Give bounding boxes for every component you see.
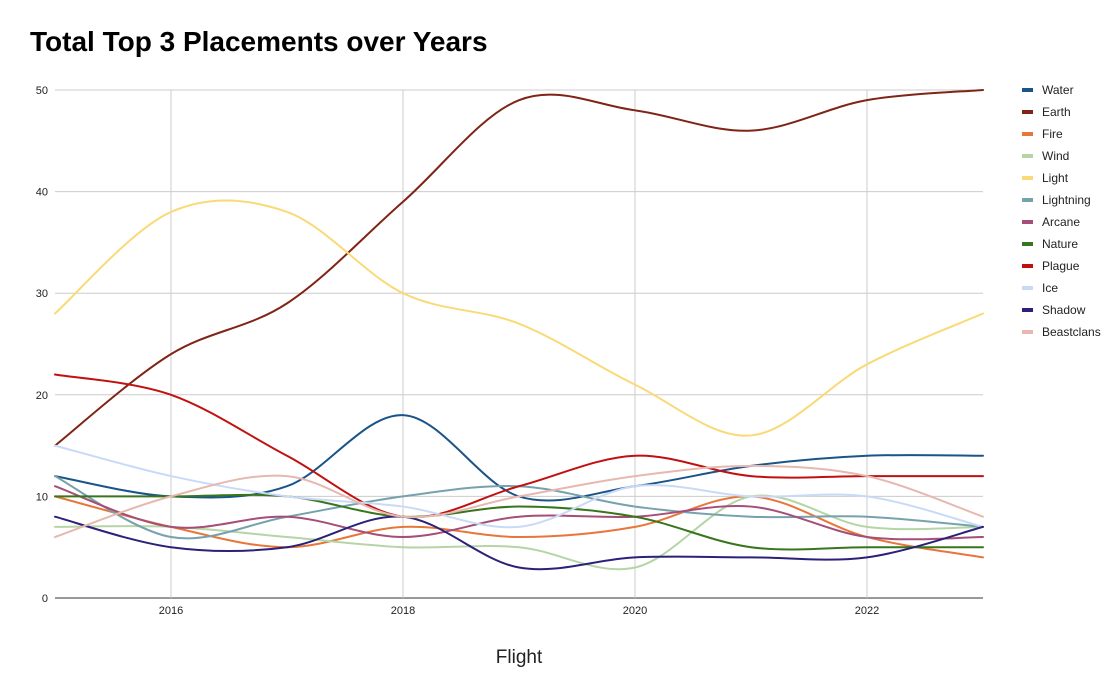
y-tick-label: 50 xyxy=(36,85,48,97)
legend-label-plague: Plague xyxy=(1042,259,1080,273)
y-tick-label: 0 xyxy=(42,593,48,605)
chart-title: Total Top 3 Placements over Years xyxy=(30,26,488,57)
series-line-wind xyxy=(54,494,984,571)
legend-label-water: Water xyxy=(1042,83,1074,97)
x-axis-label: Flight xyxy=(496,647,543,668)
legend-swatch-ice xyxy=(1022,286,1033,290)
legend-swatch-plague xyxy=(1022,264,1033,268)
legend-swatch-earth xyxy=(1022,110,1033,114)
legend-label-shadow: Shadow xyxy=(1042,303,1086,317)
legend-label-beastclans: Beastclans xyxy=(1042,325,1101,339)
series-line-water xyxy=(54,414,984,502)
legend-swatch-lightning xyxy=(1022,198,1033,202)
legend-swatch-light xyxy=(1022,176,1033,180)
legend-swatch-shadow xyxy=(1022,308,1033,312)
series-lines xyxy=(54,89,984,571)
series-line-shadow xyxy=(54,515,984,571)
legend-swatch-wind xyxy=(1022,154,1033,158)
y-tick-label: 20 xyxy=(36,390,48,402)
series-line-ice xyxy=(54,444,984,529)
legend-label-earth: Earth xyxy=(1042,105,1071,119)
legend-swatch-nature xyxy=(1022,242,1033,246)
legend-label-arcane: Arcane xyxy=(1042,215,1080,229)
series-line-arcane xyxy=(54,485,984,541)
y-tick-label: 30 xyxy=(36,288,48,300)
y-tick-label: 10 xyxy=(36,491,48,503)
y-tick-label: 40 xyxy=(36,187,48,199)
legend-label-lightning: Lightning xyxy=(1042,193,1091,207)
legend-swatch-arcane xyxy=(1022,220,1033,224)
y-axis-ticks: 0 10 20 30 40 50 xyxy=(36,85,48,605)
series-line-earth xyxy=(54,89,984,447)
x-axis-ticks: 2016 2018 2020 2022 xyxy=(159,605,879,617)
x-tick-label: 2020 xyxy=(623,605,647,617)
legend-label-light: Light xyxy=(1042,171,1069,185)
legend: Water Earth Fire Wind Light Lightning Arcane Na… xyxy=(1022,83,1101,339)
series-line-beastclans xyxy=(54,464,984,539)
legend-swatch-beastclans xyxy=(1022,330,1033,334)
legend-swatch-fire xyxy=(1022,132,1033,136)
legend-label-fire: Fire xyxy=(1042,127,1063,141)
legend-swatch-water xyxy=(1022,88,1033,92)
legend-label-wind: Wind xyxy=(1042,149,1069,163)
series-line-nature xyxy=(54,493,984,551)
series-line-light xyxy=(54,199,984,437)
x-tick-label: 2018 xyxy=(391,605,415,617)
legend-label-nature: Nature xyxy=(1042,237,1078,251)
x-tick-label: 2016 xyxy=(159,605,183,617)
x-tick-label: 2022 xyxy=(855,605,879,617)
legend-label-ice: Ice xyxy=(1042,281,1058,295)
series-line-plague xyxy=(54,373,984,519)
